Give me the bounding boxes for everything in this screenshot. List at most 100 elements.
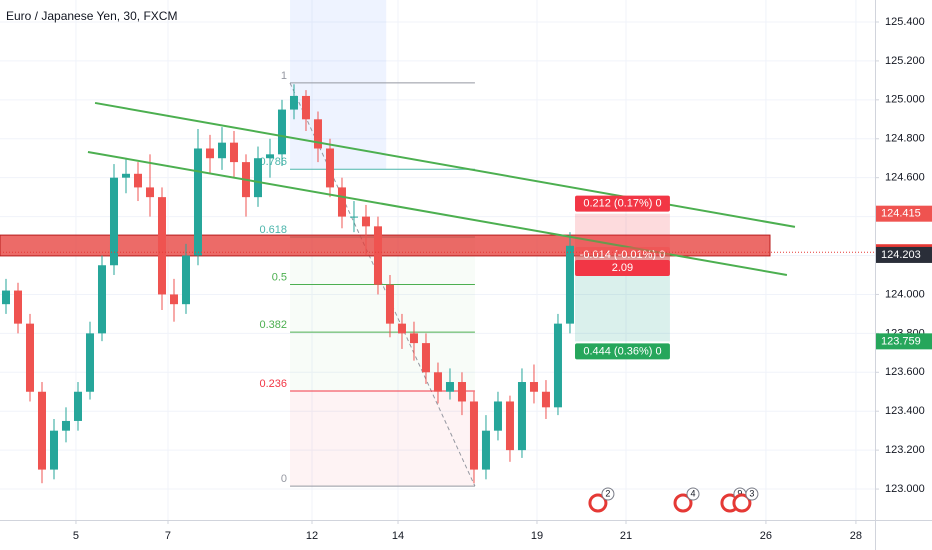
drawings: 1 0.786 0.618 0.5 0.382 0.236 0 (0, 0, 771, 487)
y-tick-label: 124.600 (885, 172, 925, 184)
candle-body (133, 173, 142, 188)
event-icon (732, 493, 752, 513)
fib-level-label: 0.236 (259, 378, 287, 390)
chart-title: Euro / Japanese Yen, 30, FXCM (6, 9, 177, 23)
y-tick-label: 123.200 (885, 444, 925, 456)
candle-body (49, 430, 58, 470)
candle-body (517, 382, 526, 451)
y-tick-label: 125.200 (885, 55, 925, 67)
x-tick-label: 26 (760, 530, 772, 542)
candle-body (1, 290, 10, 305)
candle-body (469, 401, 478, 470)
y-tick-label: 124.800 (885, 133, 925, 145)
candle-body (373, 226, 382, 285)
event-count-bg (686, 487, 700, 501)
candle-body (565, 245, 574, 324)
candle-body (493, 401, 502, 431)
candle-body (457, 382, 466, 402)
candle-body (85, 333, 94, 392)
price-tag-label: 124.203 (881, 249, 921, 261)
candle-body (205, 148, 214, 159)
price-tag-label: 124.415 (881, 208, 921, 220)
fib-level-label: 0.786 (259, 156, 287, 168)
trendline (87, 151, 788, 276)
trendline (94, 101, 796, 228)
y-tick-label: 124.000 (885, 288, 925, 300)
x-tick-label: 12 (306, 530, 318, 542)
event-icon (673, 493, 693, 513)
event-count-bg (601, 487, 615, 501)
candle-body (109, 177, 118, 266)
candle-body (277, 109, 286, 155)
event-count: 9 (737, 488, 742, 498)
price-tag (876, 205, 932, 222)
target-label: 0.444 (0.36%) 0 (583, 345, 661, 357)
price-tag (876, 333, 932, 350)
fib-level-label: 0 (281, 473, 287, 485)
candle-body (421, 343, 430, 373)
target-label-bg (575, 343, 670, 360)
candle-body (157, 197, 166, 295)
candle-body (337, 187, 346, 217)
fib-trend (289, 82, 476, 487)
candle-body (349, 216, 358, 218)
price-tag-label: 123.759 (881, 335, 921, 347)
candle-body (253, 158, 262, 198)
y-tick-label: 125.000 (885, 94, 925, 106)
ratio-label-bg (575, 259, 670, 276)
time-range-highlight (290, 0, 387, 170)
stop-label: 0.212 (0.17%) 0 (583, 198, 661, 210)
candle-body (529, 382, 538, 392)
event-count: 4 (691, 488, 696, 498)
candle-body (61, 420, 70, 431)
fib-level-label: 0.5 (272, 271, 287, 283)
candle-body (313, 119, 322, 149)
candle-body (289, 95, 298, 110)
candle-body (229, 142, 238, 163)
candle-body (181, 255, 190, 305)
candle-body (481, 430, 490, 470)
candle-body (97, 265, 106, 334)
entry-label: -0.014 (-0.01%) 0 (580, 249, 666, 261)
candle-body (445, 382, 454, 392)
event-count-bg (745, 487, 759, 501)
candle-body (265, 154, 274, 159)
x-tick-label: 7 (165, 530, 171, 542)
candle-body (169, 294, 178, 305)
candle-body (409, 333, 418, 344)
candle-body (541, 391, 550, 408)
candle-body (193, 148, 202, 256)
stop-label-bg (575, 195, 670, 212)
overlays: 0.212 (0.17%) 0 -0.014 (-0.01%) 02.09 0.44… (0, 101, 875, 513)
x-tick-label: 21 (620, 530, 632, 542)
event-icon (588, 493, 608, 513)
candle-body (25, 323, 34, 392)
candle-body (385, 284, 394, 324)
candle-body (325, 148, 334, 188)
candle-body (361, 216, 370, 227)
candle-body (73, 391, 82, 421)
fib-zone (290, 236, 475, 391)
y-tick-label: 123.400 (885, 405, 925, 417)
event-count: 3 (749, 488, 754, 498)
y-tick-label: 123.000 (885, 483, 925, 495)
fib-level-label: 0.382 (259, 319, 287, 331)
candle-body (145, 187, 154, 198)
fib-zone (290, 390, 475, 487)
entry-label-bg (575, 246, 670, 263)
candle-body (433, 372, 442, 392)
x-tick-label: 28 (850, 530, 862, 542)
candle-body (37, 391, 46, 470)
fib-level-label: 0.618 (259, 224, 287, 236)
candle-body (505, 401, 514, 451)
event-count: 2 (605, 488, 610, 498)
candle-body (301, 95, 310, 120)
candle-body (121, 173, 130, 178)
x-tick-label: 14 (392, 530, 404, 542)
candle-body (553, 323, 562, 408)
price-tag (876, 246, 932, 263)
candle-body (217, 142, 226, 159)
x-tick-label: 19 (531, 530, 543, 542)
y-tick-label: 125.400 (885, 16, 925, 28)
